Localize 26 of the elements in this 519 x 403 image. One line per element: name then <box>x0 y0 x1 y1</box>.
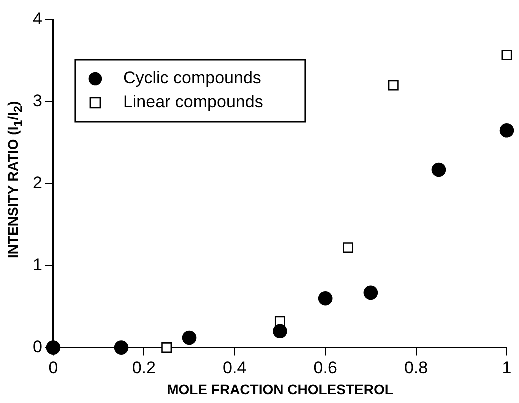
x-axis-title: MOLE FRACTION CHOLESTEROL <box>167 381 394 398</box>
point <box>343 242 354 254</box>
x-tick-label: 0.6 <box>314 358 338 378</box>
point <box>502 50 512 60</box>
y-tick-label: 1 <box>32 256 42 275</box>
x-tick-label: 0.4 <box>223 358 247 378</box>
point <box>273 324 288 339</box>
x-tick-label: 0 <box>48 358 58 378</box>
point <box>162 342 172 354</box>
y-tick-label: 0 <box>32 337 42 356</box>
x-tick-label: 0.8 <box>404 358 428 378</box>
point <box>388 80 399 91</box>
point <box>46 340 61 355</box>
point <box>500 123 514 138</box>
point <box>182 330 197 346</box>
legend-label: Linear compounds <box>123 92 264 112</box>
point <box>114 340 129 355</box>
y-tick-label: 2 <box>32 174 42 193</box>
point <box>364 286 378 300</box>
x-tick-label: 1 <box>502 358 512 378</box>
y-tick-label: 4 <box>32 10 42 29</box>
legend-label: Cyclic compounds <box>123 68 262 88</box>
point <box>432 162 446 178</box>
x-tick-label: 0.2 <box>132 358 156 378</box>
y-tick-label: 3 <box>32 92 42 111</box>
point <box>318 291 333 306</box>
